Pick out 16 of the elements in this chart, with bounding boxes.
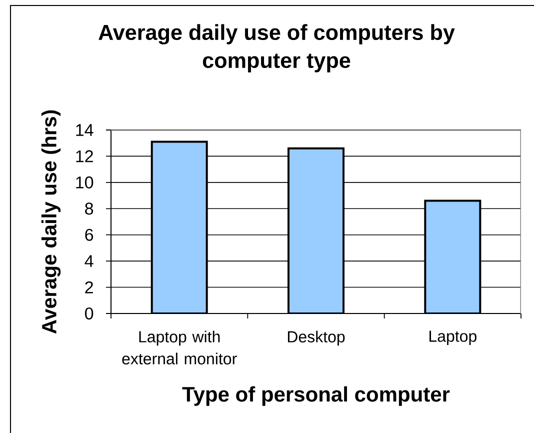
chart-title: Average daily use of computers by computer type (98, 24, 455, 72)
x-tick-label: Desktop (288, 330, 345, 346)
bar (424, 200, 482, 314)
y-tick-label: 8 (85, 202, 94, 215)
bar (150, 140, 208, 314)
y-tick-label: 4 (84, 255, 94, 267)
y-tick-label: 6 (85, 228, 94, 241)
y-tick-label: 2 (85, 281, 93, 294)
y-tick-label: 12 (76, 150, 93, 162)
y-tick-label: 14 (76, 124, 94, 136)
y-axis-title: Average daily use (hrs) (41, 110, 61, 334)
x-tick-label: Laptop with external monitor (122, 330, 237, 364)
x-tick-label: Laptop (430, 330, 476, 346)
y-tick-label: 0 (85, 307, 94, 320)
y-tick-label: 10 (76, 176, 94, 188)
x-axis-title: Type of personal computer (182, 386, 450, 406)
